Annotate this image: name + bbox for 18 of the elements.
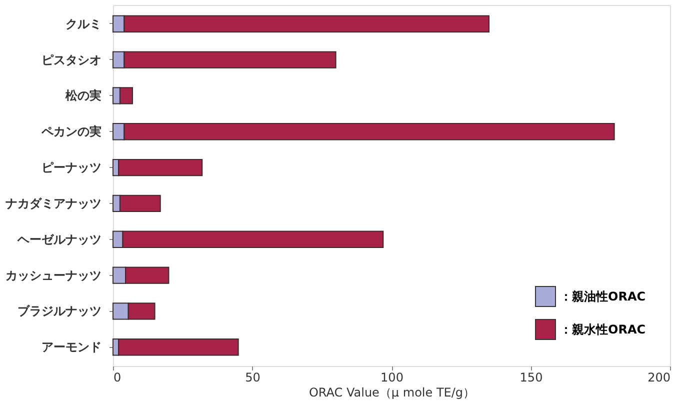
y-tick-label: ブラジルナッツ — [18, 304, 102, 318]
y-tick-label: クルミ — [66, 16, 102, 31]
x-tick-label: 0 — [114, 370, 122, 384]
y-tick-label: ピーナッツ — [42, 160, 102, 175]
legend-label: ：親油性ORAC — [560, 290, 646, 304]
x-tick-label: 50 — [245, 370, 260, 384]
y-tick-label: カッシューナッツ — [6, 268, 102, 282]
legend-label: ：親水性ORAC — [560, 322, 646, 336]
y-tick-label: 松の実 — [64, 88, 102, 103]
x-tick-label: 150 — [520, 370, 543, 384]
y-tick-label: ピスタシオ — [42, 52, 102, 67]
x-tick-label: 100 — [380, 370, 404, 384]
x-tick-label: 200 — [648, 370, 670, 384]
y-tick-label: ペカンの実 — [40, 124, 102, 139]
y-tick-label: ナカダミアナッツ — [6, 196, 102, 210]
y-tick-label: ヘーゼルナッツ — [16, 232, 102, 246]
y-tick-label: アーモンド — [42, 340, 102, 354]
x-axis-title: ORAC Value（μ mole TE/g） — [308, 386, 476, 400]
